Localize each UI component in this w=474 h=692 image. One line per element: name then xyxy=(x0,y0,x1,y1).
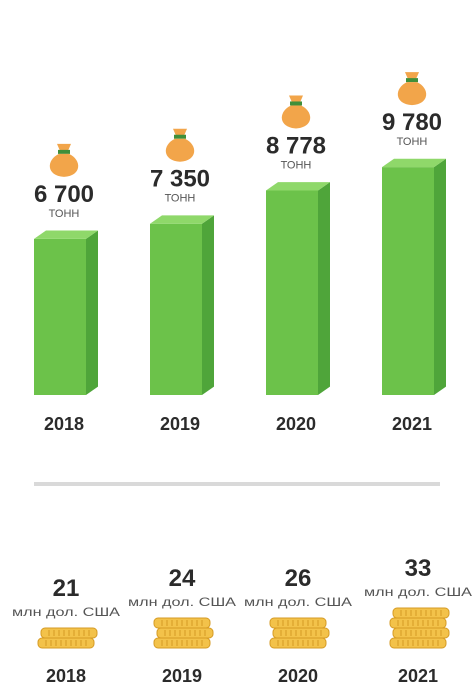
money-bag-icons xyxy=(49,72,427,177)
money-bag-icon xyxy=(165,128,195,162)
bar-2019 xyxy=(150,215,214,395)
revenue-value: 24 xyxy=(169,565,196,592)
tonnage-unit: ТОНН xyxy=(49,208,80,220)
year-label: 2020 xyxy=(276,414,316,434)
bar-front xyxy=(150,223,202,395)
bar-2021 xyxy=(382,158,446,395)
tonnage-value: 8 778 xyxy=(266,132,326,159)
bar-top xyxy=(266,182,330,191)
tonnage-value: 6 700 xyxy=(34,181,94,208)
revenue-year-label: 2020 xyxy=(278,666,318,686)
bag-tie xyxy=(174,134,186,139)
revenue-value: 26 xyxy=(285,565,312,592)
revenue-unit: млн дол. США xyxy=(128,595,236,609)
bar-top xyxy=(150,215,214,224)
bag-tie xyxy=(58,149,70,154)
revenue-unit: млн дол. США xyxy=(12,605,120,619)
tonnage-bars xyxy=(34,158,446,395)
bar-front xyxy=(382,167,434,395)
bar-front xyxy=(34,238,86,395)
year-label: 2019 xyxy=(160,414,200,434)
bar-2020 xyxy=(266,182,330,395)
bar-side xyxy=(434,158,446,395)
coin-stacks xyxy=(37,607,450,649)
revenue-labels: 21 млн дол. США 2018 24 млн дол. США 2019 26 мл… xyxy=(12,555,472,686)
bar-side xyxy=(86,230,98,395)
bar-side xyxy=(318,182,330,395)
bag-body xyxy=(397,82,427,106)
tonnage-unit: ТОНН xyxy=(165,193,196,205)
revenue-year-label: 2019 xyxy=(162,666,202,686)
bag-neck xyxy=(405,72,419,80)
bar-front xyxy=(266,190,318,395)
bag-body xyxy=(165,138,195,162)
bar-top xyxy=(382,158,446,168)
revenue-year-label: 2021 xyxy=(398,666,438,686)
tonnage-unit: ТОНН xyxy=(397,136,428,148)
bag-tie xyxy=(290,101,302,106)
bar-top xyxy=(34,230,98,239)
tonnage-value: 9 780 xyxy=(382,109,442,136)
tonnage-unit: ТОНН xyxy=(281,159,312,171)
coin-stack-icon xyxy=(389,607,450,649)
bar-2018 xyxy=(34,230,98,395)
tonnage-value: 7 350 xyxy=(150,166,210,193)
year-label: 2021 xyxy=(392,414,432,434)
revenue-unit: млн дол. США xyxy=(244,595,352,609)
money-bag-icon xyxy=(397,72,427,106)
bag-neck xyxy=(173,128,187,136)
bag-body xyxy=(281,105,311,129)
money-bag-icon xyxy=(49,143,79,177)
revenue-value: 33 xyxy=(405,555,432,582)
year-label: 2018 xyxy=(44,414,84,434)
bag-neck xyxy=(289,95,303,103)
bag-tie xyxy=(406,78,418,83)
coin-stack-icon xyxy=(37,627,98,649)
bag-neck xyxy=(57,143,71,151)
revenue-year-label: 2018 xyxy=(46,666,86,686)
coin-stack-icon xyxy=(269,617,330,649)
revenue-value: 21 xyxy=(53,575,80,602)
bar-side xyxy=(202,215,214,395)
money-bag-icon xyxy=(281,95,311,129)
coin-stack-icon xyxy=(153,617,214,649)
revenue-unit: млн дол. США xyxy=(364,585,472,599)
bag-body xyxy=(49,153,79,177)
